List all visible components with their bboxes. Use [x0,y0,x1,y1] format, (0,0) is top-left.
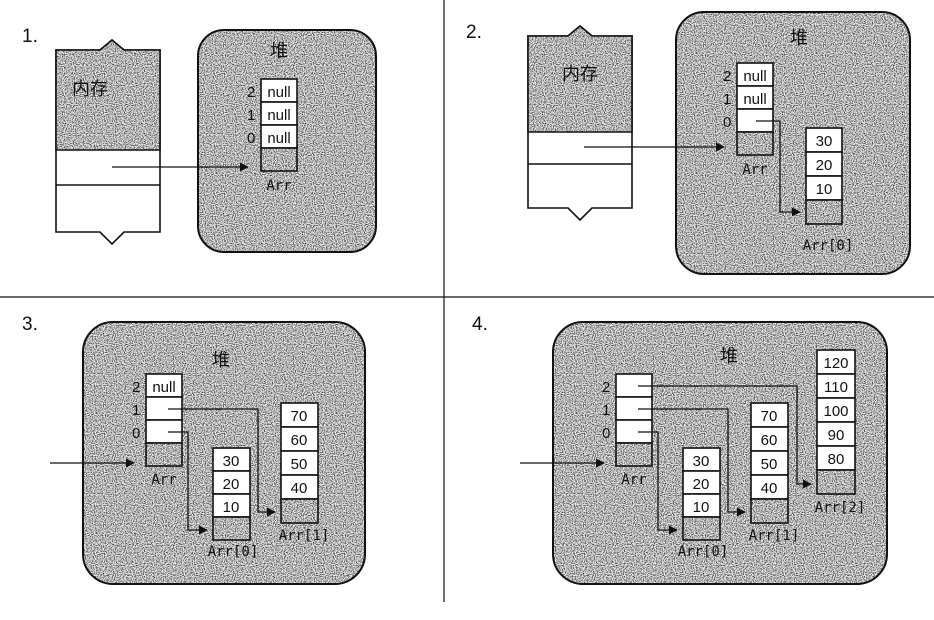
sub-array-2-value: 100 [823,403,848,420]
arr-label: Arr [151,472,176,488]
sub-array-0-value: 10 [816,181,833,198]
pointer-arrow-2 [638,385,812,489]
sub-array-1-label: Arr[1] [279,528,330,544]
sub-array-1-cell-3 [750,402,789,428]
sub-array-2-cell-4 [816,349,856,375]
heap-label: 堆 [720,346,738,366]
index-label-1: 1 [723,91,731,108]
heap-label: 堆 [270,41,288,61]
sub-array-0-label: Arr[0] [803,238,854,254]
heap-region [675,11,911,275]
arr-value-2: null [267,84,290,101]
sub-array-0-value: 20 [223,476,240,493]
sub-array-0-value: 30 [693,453,710,470]
index-label-0: 0 [247,130,255,147]
sub-array-1-value: 50 [291,456,308,473]
arr-label: Arr [742,162,767,178]
panel-3: 3. 堆 null 2 1 0 Arr 30 20 10 Arr[0] 70 6… [22,314,366,585]
arr-label: Arr [266,178,291,194]
index-label-2: 2 [602,379,610,396]
arr-value-2: null [152,379,175,396]
sub-array-2-value: 80 [828,451,845,468]
sub-array-2-value: 90 [828,427,845,444]
index-label-2: 2 [132,379,140,396]
pointer-arrow-1 [638,408,746,517]
arr-header-cell [260,147,298,172]
sub-array-1-value: 40 [291,480,308,497]
index-label-2: 2 [247,84,255,101]
memory-label: 内存 [562,64,598,84]
arr-label: Arr [621,472,646,488]
pointer-arrow-0 [756,120,801,217]
sub-array-2-header [816,469,856,495]
panel-4: 4. 堆 2 1 0 Arr 30 20 10 Arr[0] 70 60 50 … [472,314,888,585]
sub-array-0-label: Arr[0] [678,544,729,560]
sub-array-2-value: 120 [823,355,848,372]
sub-array-1-value: 60 [761,432,778,449]
sub-array-1-value: 40 [761,480,778,497]
sub-array-1-cell-1 [280,450,319,476]
sub-array-1-value: 60 [291,432,308,449]
index-label-1: 1 [247,107,255,124]
sub-array-1-value: 70 [761,408,778,425]
arr-value-1: null [267,107,290,124]
sub-array-2-cell-3 [816,373,856,399]
sub-array-0-value: 10 [223,499,240,516]
panel-number: 4. [472,314,488,335]
sub-array-1-header [750,498,789,524]
sub-array-1-value: 50 [761,456,778,473]
index-label-0: 0 [132,425,140,442]
sub-array-1-cell-0 [750,474,789,500]
index-label-2: 2 [723,68,731,85]
arr-header-cell [145,442,183,467]
index-label-0: 0 [602,425,610,442]
sub-array-2-label: Arr[2] [815,500,866,516]
pointer-arrow-0 [168,431,208,535]
panel-1: 1. 内存 堆 null null null 2 1 0 Arr [22,26,377,253]
sub-array-0-value: 20 [693,476,710,493]
sub-array-2-cell-2 [816,397,856,423]
memory-top-region [527,24,633,133]
index-label-1: 1 [132,402,140,419]
sub-array-0-header [682,516,721,541]
panel-number: 2. [466,22,482,43]
sub-array-2-value: 110 [824,379,848,396]
sub-array-1-header [280,498,319,524]
sub-array-0-header [805,199,843,225]
panel-number: 3. [22,314,38,335]
heap-label: 堆 [212,350,230,370]
heap-label: 堆 [790,28,808,48]
sub-array-0-value: 30 [816,133,833,150]
sub-array-1-label: Arr[1] [749,528,800,544]
sub-array-1-value: 70 [291,408,308,425]
arr-header-cell [736,131,774,156]
sub-array-0-label: Arr[0] [208,544,259,560]
panel-2: 2. 内存 堆 null null 2 1 0 Arr 30 20 10 Arr… [466,11,911,275]
index-label-0: 0 [723,114,731,131]
arr-header-cell [615,442,653,467]
arr-value-1: null [743,91,766,108]
sub-array-0-value: 20 [816,157,833,174]
index-label-1: 1 [602,402,610,419]
pointer-arrow-0 [638,431,678,535]
sub-array-0-value: 10 [693,499,710,516]
pointer-arrow-1 [168,408,276,517]
arr-value-0: null [267,130,290,147]
panel-number: 1. [22,26,38,47]
sub-array-0-header [212,516,251,541]
memory-top-region [55,38,161,151]
arr-value-2: null [743,68,766,85]
sub-array-0-value: 30 [223,453,240,470]
memory-label: 内存 [72,79,108,99]
